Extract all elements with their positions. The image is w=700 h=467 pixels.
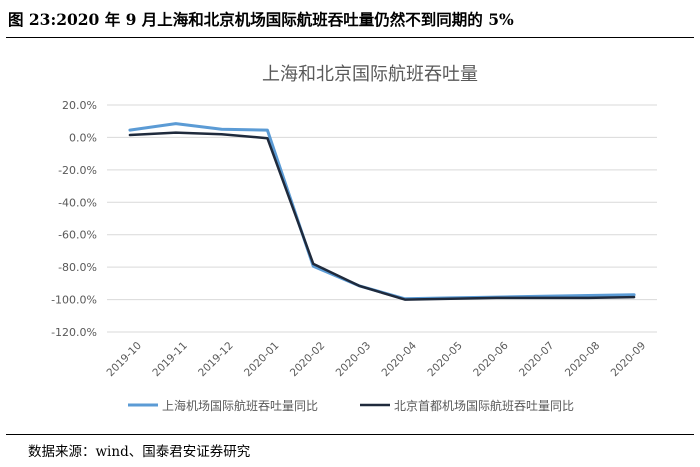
x-tick-label: 2020-02 <box>288 340 328 380</box>
y-tick-label: -80.0% <box>58 261 97 274</box>
y-tick-label: -60.0% <box>58 229 97 242</box>
figure-title: 图 23:2020 年 9 月上海和北京机场国际航班吞吐量仍然不到同期的 5% <box>8 10 514 29</box>
y-tick-label: 0.0% <box>69 131 97 144</box>
x-tick-label: 2019-10 <box>105 340 145 380</box>
series-line-2 <box>128 131 636 301</box>
source-note: 数据来源：wind、国泰君安证券研究 <box>28 444 251 460</box>
y-tick-label: -40.0% <box>58 196 97 209</box>
y-tick-label: -100.0% <box>51 294 97 307</box>
y-tick-label: 20.0% <box>62 99 97 112</box>
x-tick-label: 2020-09 <box>609 340 649 380</box>
x-tick-label: 2020-07 <box>517 340 557 380</box>
chart-title: 上海和北京国际航班吞吐量 <box>262 64 478 85</box>
x-tick-label: 2020-04 <box>380 339 420 379</box>
series-lines <box>128 122 636 301</box>
line-chart: 上海和北京国际航班吞吐量 20.0% 0.0% -20.0% -40.0% -60.0%… <box>51 64 657 413</box>
title-rule <box>6 37 694 38</box>
x-tick-label: 2020-08 <box>563 340 603 380</box>
x-tick-label: 2019-11 <box>150 340 190 380</box>
x-tick-label: 2019-12 <box>196 340 236 380</box>
source-rule <box>6 434 694 435</box>
x-tick-label: 2020-06 <box>471 339 511 379</box>
legend: 上海机场国际航班吞吐量同比 北京首都机场国际航班吞吐量同比 <box>128 398 574 413</box>
gridlines <box>107 104 657 333</box>
y-tick-label: -20.0% <box>58 164 97 177</box>
legend-label: 北京首都机场国际航班吞吐量同比 <box>394 398 574 413</box>
x-tick-label: 2020-05 <box>425 340 465 380</box>
x-axis-tick-labels: 2019-10 2019-11 2019-12 2020-01 2020-02 2020-… <box>105 339 649 379</box>
y-axis-tick-labels: 20.0% 0.0% -20.0% -40.0% -60.0% -80.0% -100.0%… <box>51 99 97 339</box>
series-line-1 <box>128 122 636 301</box>
legend-label: 上海机场国际航班吞吐量同比 <box>162 398 318 413</box>
x-tick-label: 2020-01 <box>242 340 282 380</box>
y-tick-label: -120.0% <box>51 326 97 339</box>
x-tick-label: 2020-03 <box>334 340 374 380</box>
